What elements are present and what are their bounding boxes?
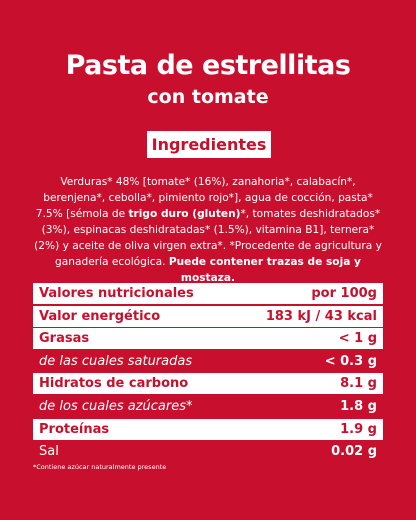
nutrition-row: Hidratos de carbono 8.1 g: [33, 373, 383, 395]
nutrition-row: Proteínas 1.9 g: [33, 418, 383, 440]
ingredients-heading: Ingredientes: [147, 131, 271, 158]
nutrient-name: de las cuales saturadas: [39, 353, 193, 369]
nutrition-row: de los cuales azúcares* 1.8 g: [33, 396, 383, 417]
nutrient-name: Hidratos de carbono: [39, 376, 189, 392]
nutrition-row: Valores nutricionales por 100g: [33, 283, 383, 304]
nutrition-row: de las cuales saturadas < 0.3 g: [33, 351, 383, 372]
nutrition-row: Grasas < 1 g: [33, 328, 383, 350]
nutrient-name: Sal: [39, 444, 59, 460]
title: Pasta de estrellitas: [65, 50, 351, 81]
nutrition-table: Valores nutricionales por 100g Valor energ…: [33, 283, 383, 464]
ingredient-segment: Verduras* 48% [tomate* (16%), zanahoria*…: [35, 176, 373, 220]
nutrient-name: Valores nutricionales: [39, 286, 194, 301]
nutrient-value: 0.02 g: [331, 444, 377, 460]
ingredient-segment: Puede contener trazas de soja y mostaza.: [168, 256, 361, 284]
footnote: *Contiene azúcar naturalmente presente: [33, 463, 167, 471]
nutrient-name: Grasas: [39, 331, 90, 347]
nutrient-name: Proteínas: [39, 421, 110, 437]
nutrient-value: < 1 g: [338, 331, 377, 347]
nutrient-value: 183 kJ / 43 kcal: [265, 308, 377, 324]
ingredient-segment: *, tomates deshidratados* (3%), espinaca…: [34, 208, 382, 268]
nutrient-value: por 100g: [311, 286, 377, 301]
nutrient-name: Valor energético: [39, 308, 161, 324]
nutrition-row: Sal 0.02 g: [33, 441, 383, 462]
ingredients-text: Verduras* 48% [tomate* (16%), zanahoria*…: [34, 174, 382, 286]
nutrient-name: de los cuales azúcares*: [39, 398, 193, 414]
nutrition-row: Valor energético 183 kJ / 43 kcal: [33, 305, 383, 327]
subtitle: con tomate: [147, 86, 269, 108]
nutrient-value: 1.9 g: [340, 421, 377, 437]
nutrient-value: 8.1 g: [340, 376, 377, 392]
nutrient-value: < 0.3 g: [324, 353, 377, 369]
nutrient-value: 1.8 g: [340, 398, 377, 414]
ingredient-segment: trigo duro (gluten): [128, 208, 241, 220]
